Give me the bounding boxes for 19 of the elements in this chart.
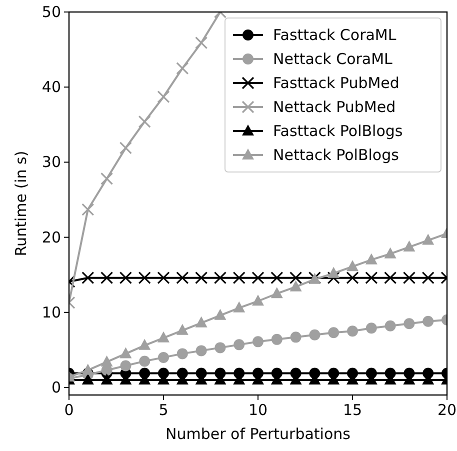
x-tick-label: 5 bbox=[158, 401, 168, 419]
legend-label: Nettack PubMed bbox=[273, 98, 396, 116]
legend-label: Fasttack PolBlogs bbox=[273, 122, 403, 140]
y-tick-label: 0 bbox=[51, 378, 61, 396]
y-tick-label: 50 bbox=[42, 3, 61, 21]
y-tick-label: 10 bbox=[42, 303, 61, 322]
legend-label: Fasttack CoraML bbox=[273, 26, 397, 44]
y-axis-title: Runtime (in s) bbox=[12, 150, 30, 256]
y-tick-label: 40 bbox=[42, 78, 61, 96]
x-tick-label: 0 bbox=[64, 401, 74, 419]
legend-label: Fasttack PubMed bbox=[273, 74, 400, 92]
x-tick-label: 15 bbox=[342, 401, 362, 419]
legend-label: Nettack PolBlogs bbox=[273, 146, 400, 164]
y-tick-label: 30 bbox=[42, 153, 61, 172]
x-axis-title: Number of Perturbations bbox=[166, 425, 351, 443]
x-tick-label: 10 bbox=[248, 401, 268, 419]
y-tick-label: 20 bbox=[42, 228, 61, 246]
legend-label: Nettack CoraML bbox=[273, 50, 394, 68]
x-tick-label: 20 bbox=[437, 401, 457, 419]
